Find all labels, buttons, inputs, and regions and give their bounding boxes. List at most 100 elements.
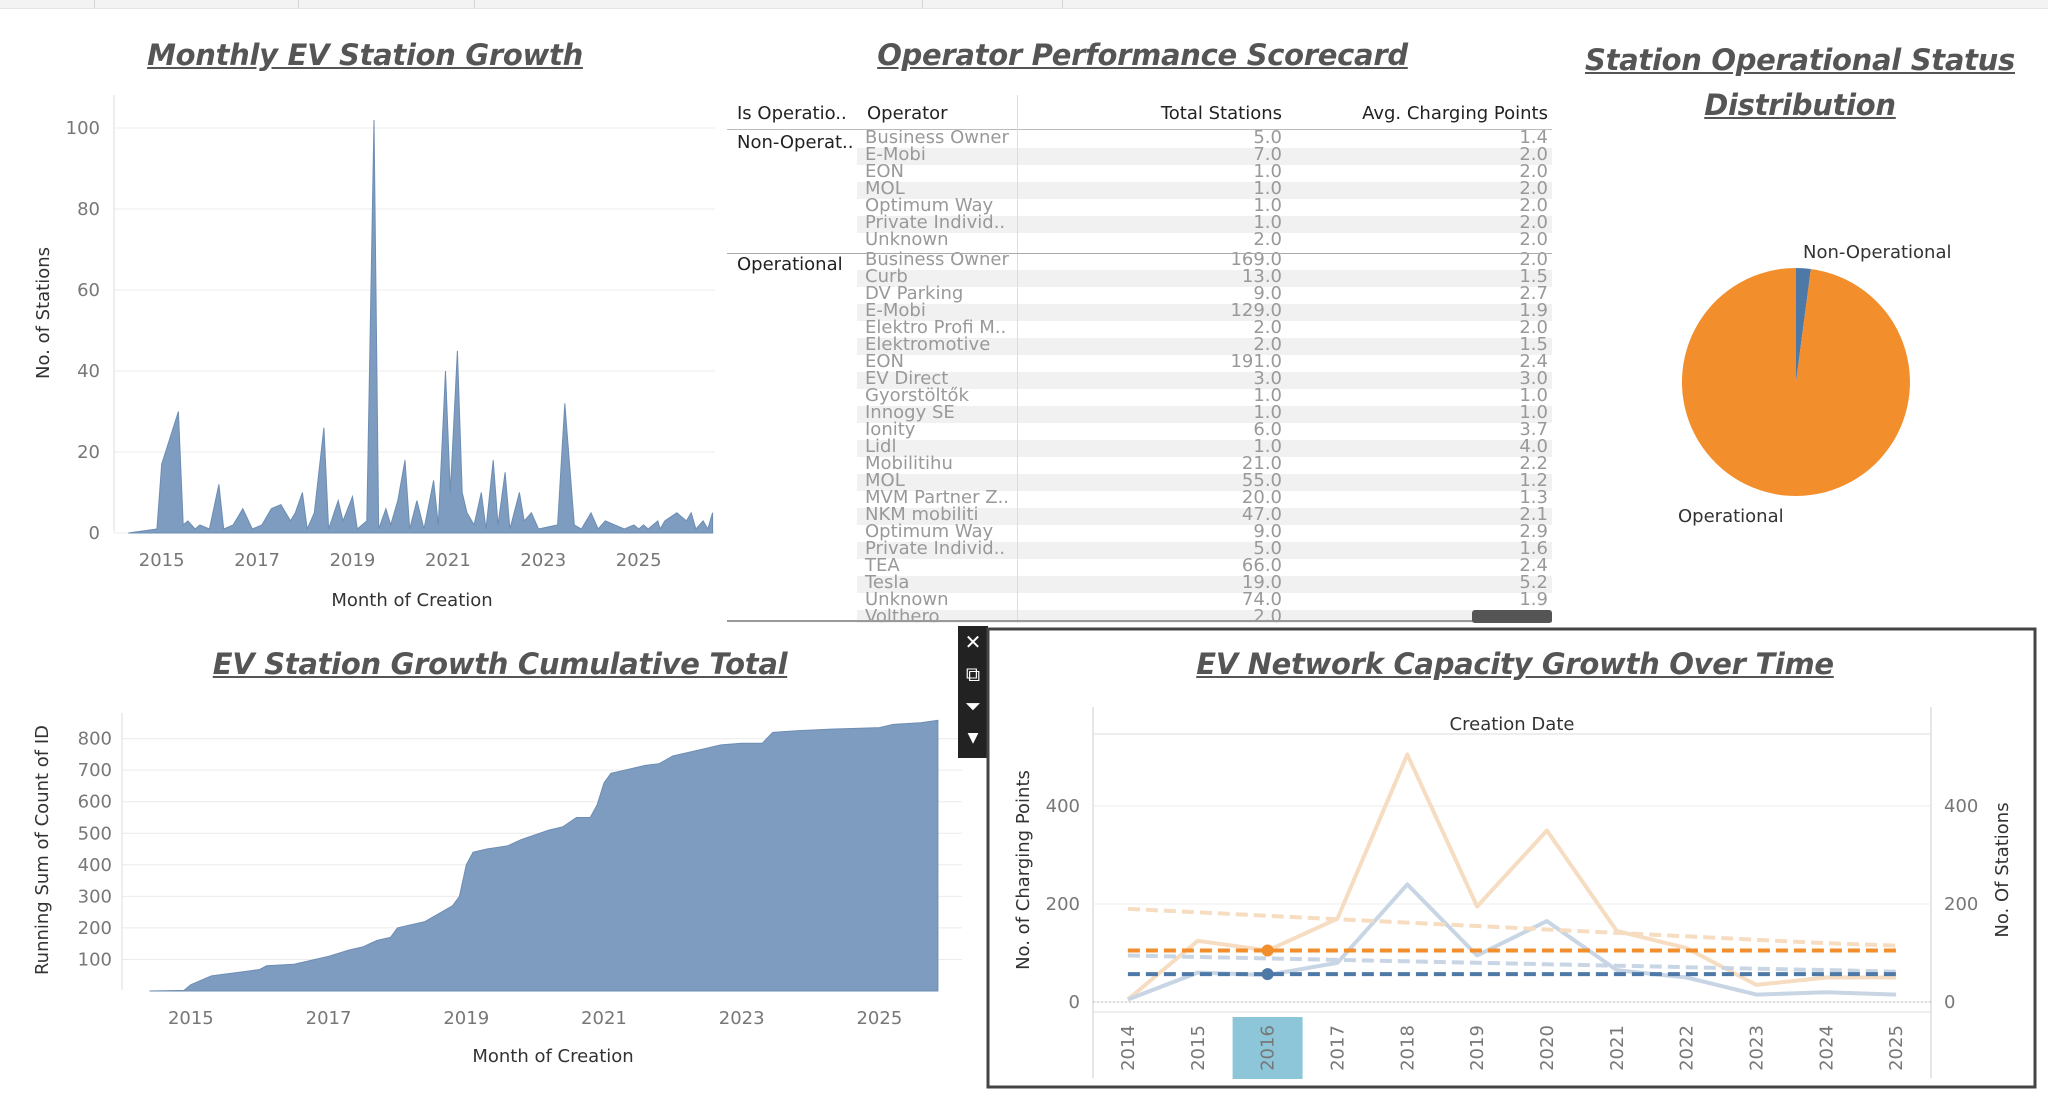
filter-icon[interactable]: ⏷	[965, 694, 981, 718]
monthly-y-tick: 60	[77, 280, 100, 301]
total-stations-cell: 9.0	[1253, 283, 1282, 304]
table-row[interactable]: Curb 13.0 1.5	[857, 267, 1552, 287]
monthly-y-tick: 100	[66, 118, 100, 139]
table-row[interactable]: Innogy SE 1.0 1.0	[857, 402, 1552, 423]
avg-charging-points-cell: 2.0	[1519, 144, 1548, 165]
capacity-x-tick: 2023	[1746, 1025, 1767, 1071]
monthly-x-tick: 2019	[330, 550, 376, 571]
operator-cell: MVM Partner Z..	[865, 487, 1010, 508]
operator-cell: Elektro Profi M..	[865, 317, 1007, 338]
operator-scorecard-table[interactable]: Is Operatio.. Operator Total Stations Av…	[727, 95, 1552, 623]
cumulative-x-tick: 2021	[581, 1008, 627, 1029]
total-stations-cell: 1.0	[1253, 402, 1282, 423]
column-divider	[1017, 95, 1018, 623]
table-row[interactable]: Ionity 6.0 3.7	[857, 419, 1552, 440]
table-row[interactable]: Private Individ.. 1.0 2.0	[857, 213, 1552, 233]
avg-charging-points-cell: 3.7	[1519, 419, 1548, 440]
table-row[interactable]: Business Owner 5.0 1.4	[857, 127, 1552, 148]
cumulative-x-tick: 2025	[856, 1008, 902, 1029]
table-row[interactable]: Optimum Way 1.0 2.0	[857, 195, 1552, 216]
operator-cell: Optimum Way	[865, 521, 994, 542]
operator-cell: E-Mobi	[865, 300, 926, 321]
operator-cell: Business Owner	[865, 249, 1009, 270]
table-row[interactable]: E-Mobi 7.0 2.0	[857, 144, 1552, 165]
capacity-series-line	[1127, 953, 1897, 974]
capacity-y-tick: 400	[1046, 796, 1080, 817]
table-row[interactable]: EV Direct 3.0 3.0	[857, 369, 1552, 389]
monthly-x-tick: 2023	[520, 550, 566, 571]
cumulative-x-tick: 2017	[306, 1008, 352, 1029]
status-pie-chart: Non-Operational Operational	[1678, 242, 1952, 527]
cumulative-y-tick: 600	[78, 792, 112, 813]
table-row[interactable]: TEA 66.0 2.4	[857, 556, 1552, 576]
total-stations-cell: 21.0	[1241, 453, 1282, 474]
table-row[interactable]: EON 191.0 2.4	[857, 352, 1552, 372]
operator-cell: MOL	[865, 178, 905, 199]
avg-charging-points-cell: 2.1	[1519, 504, 1548, 525]
operator-cell: Mobilitihu	[865, 453, 953, 474]
header-is-operational[interactable]: Is Operatio..	[737, 103, 847, 124]
table-row[interactable]: Elektro Profi M.. 2.0 2.0	[857, 317, 1552, 338]
table-row[interactable]: Tesla 19.0 5.2	[857, 573, 1552, 593]
table-row[interactable]: MVM Partner Z.. 20.0 1.3	[857, 487, 1552, 508]
table-bottom-border	[727, 620, 1552, 622]
pie-label-operational: Operational	[1678, 506, 1784, 527]
avg-charging-points-cell: 1.0	[1519, 385, 1548, 406]
total-stations-cell: 1.0	[1253, 195, 1282, 216]
cumulative-area-series	[149, 719, 939, 992]
close-icon[interactable]: ✕	[964, 630, 982, 654]
open-external-icon[interactable]: ⧉	[965, 662, 981, 686]
table-row[interactable]: DV Parking 9.0 2.7	[857, 283, 1552, 304]
avg-charging-points-cell: 1.3	[1519, 487, 1548, 508]
header-divider	[727, 129, 1552, 130]
avg-charging-points-cell: 2.9	[1519, 521, 1548, 542]
total-stations-cell: 5.0	[1253, 127, 1282, 148]
capacity-y2-axis-title: No. Of Stations	[1992, 802, 2013, 937]
table-row[interactable]: Business Owner 169.0 2.0	[857, 249, 1552, 270]
dropdown-arrow-icon[interactable]: ▼	[967, 730, 979, 746]
capacity-x-tick: 2021	[1607, 1025, 1628, 1071]
table-row[interactable]: Private Individ.. 5.0 1.6	[857, 538, 1552, 559]
operator-cell: Lidl	[865, 436, 897, 457]
table-row[interactable]: Optimum Way 9.0 2.9	[857, 521, 1552, 542]
avg-charging-points-cell: 1.9	[1519, 300, 1548, 321]
table-row[interactable]: Unknown 2.0 2.0	[857, 229, 1552, 250]
header-avg-charging-points[interactable]: Avg. Charging Points	[1362, 103, 1548, 124]
table-row[interactable]: Volthero 2.0	[857, 607, 1552, 623]
pie-label-non-operational: Non-Operational	[1803, 242, 1952, 263]
table-row[interactable]: E-Mobi 129.0 1.9	[857, 300, 1552, 321]
avg-charging-points-cell: 1.9	[1519, 589, 1548, 610]
capacity-y2-tick: 200	[1944, 894, 1978, 915]
total-stations-cell: 20.0	[1241, 487, 1282, 508]
avg-charging-points-cell: 1.6	[1519, 538, 1548, 559]
cumulative-x-tick: 2023	[719, 1008, 765, 1029]
cumulative-x-tick: 2015	[168, 1008, 214, 1029]
total-stations-cell: 1.0	[1253, 178, 1282, 199]
monthly-x-tick: 2025	[616, 550, 662, 571]
group-label: Operational	[737, 254, 843, 275]
table-row[interactable]: Lidl 1.0 4.0	[857, 436, 1552, 457]
table-row[interactable]: Unknown 74.0 1.9	[857, 589, 1552, 610]
operator-cell: Unknown	[865, 229, 949, 250]
capacity-x-tick: 2016	[1258, 1025, 1279, 1071]
table-row[interactable]: NKM mobiliti 47.0 2.1	[857, 504, 1552, 525]
top-toolbar-strip	[0, 0, 2048, 9]
avg-charging-points-cell: 2.0	[1519, 249, 1548, 270]
horizontal-scrollbar[interactable]	[1472, 610, 1552, 623]
table-row[interactable]: EON 1.0 2.0	[857, 162, 1552, 182]
table-row[interactable]: Elektromotive 2.0 1.5	[857, 335, 1552, 355]
total-stations-cell: 74.0	[1241, 589, 1282, 610]
operator-cell: Private Individ..	[865, 538, 1006, 559]
table-row[interactable]: MOL 1.0 2.0	[857, 178, 1552, 199]
capacity-x-tick: 2025	[1886, 1025, 1907, 1071]
table-row[interactable]: Gyorstöltők 1.0 1.0	[857, 385, 1552, 406]
header-total-stations[interactable]: Total Stations	[1160, 103, 1282, 124]
capacity-x-tick: 2018	[1397, 1025, 1418, 1071]
total-stations-cell: 2.0	[1253, 229, 1282, 250]
table-row[interactable]: Mobilitihu 21.0 2.2	[857, 453, 1552, 474]
capacity-x-tick: 2019	[1467, 1025, 1488, 1071]
table-row[interactable]: MOL 55.0 1.2	[857, 471, 1552, 491]
header-operator[interactable]: Operator	[867, 103, 948, 124]
